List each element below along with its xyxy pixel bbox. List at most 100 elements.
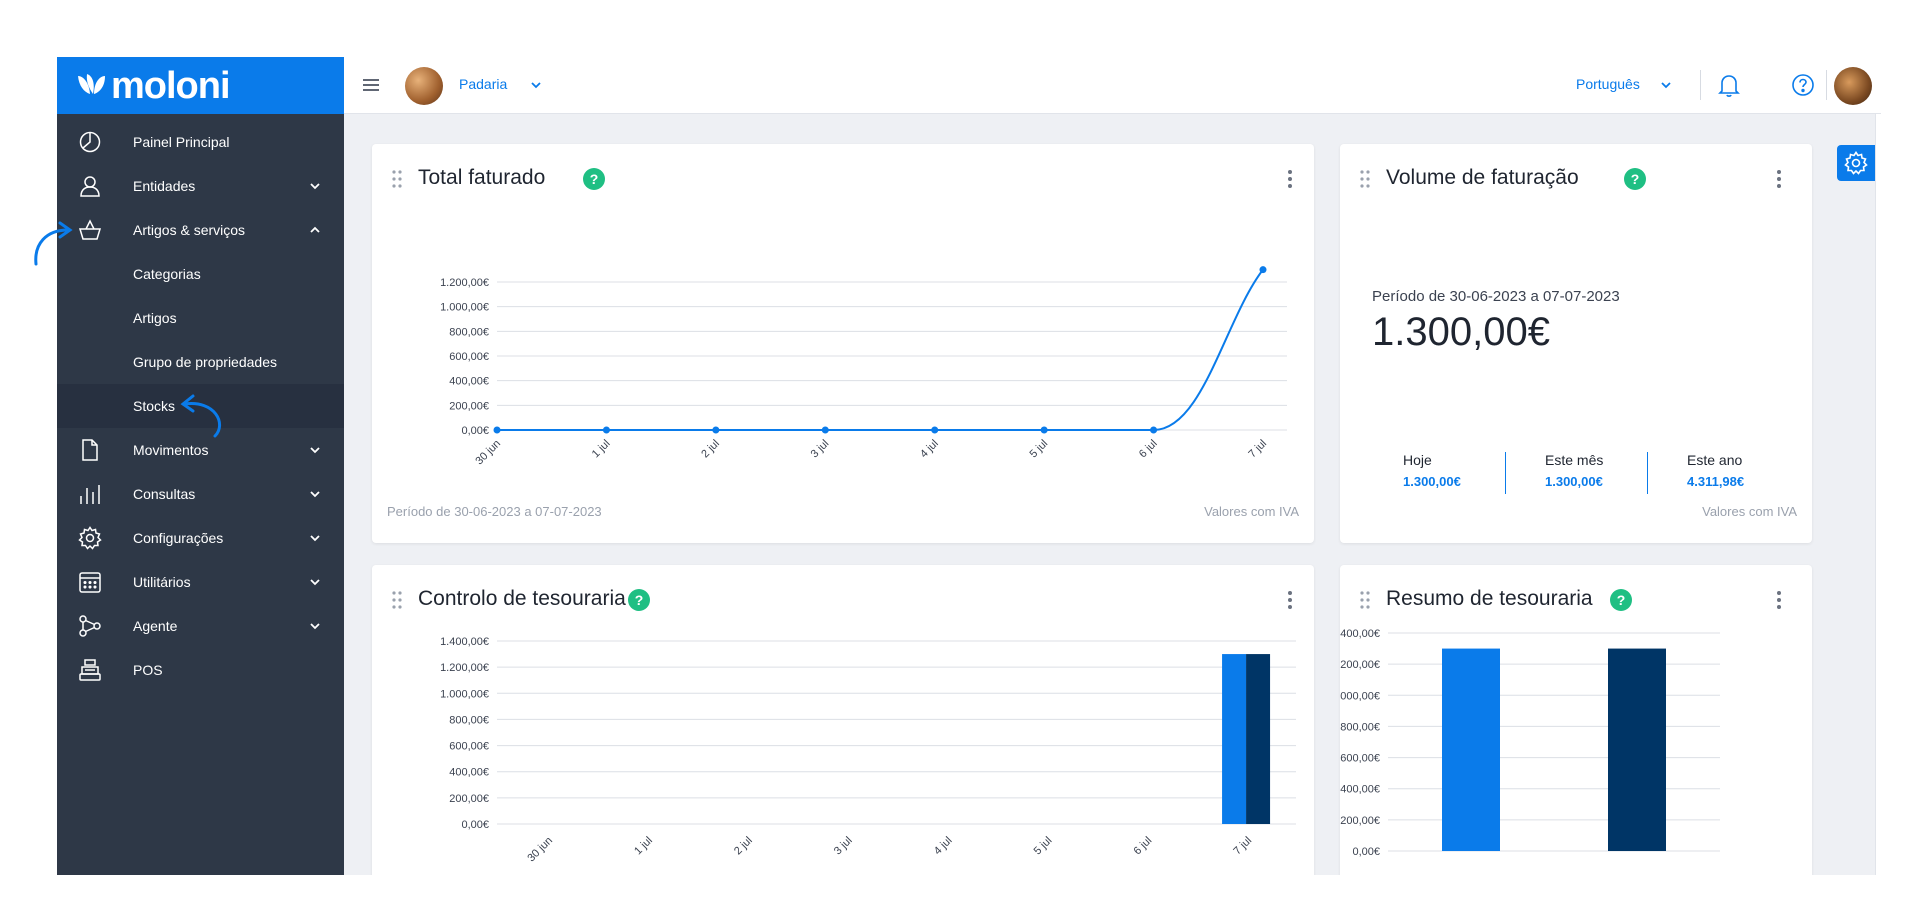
data-point — [712, 426, 720, 434]
stat-este-mes: Este mês 1.300,00€ — [1545, 452, 1685, 489]
card-controlo-tesouraria: Controlo de tesouraria ? 0,00€ 200,00€ 400… — [372, 565, 1314, 875]
app-frame: moloni Painel Principal Entidades Artigo… — [57, 57, 1881, 875]
x-tick-label: 4 jul — [932, 835, 955, 858]
kebab-icon[interactable] — [1776, 168, 1782, 190]
y-tick-label: 1.400,00€ — [1340, 628, 1380, 640]
x-tick-label: 7 jul — [1246, 438, 1269, 461]
chevron-down-icon — [310, 183, 320, 190]
sidebar-item-utilitarios[interactable]: Utilitários — [57, 560, 344, 604]
y-tick-label: 0,00€ — [461, 425, 489, 437]
y-tick-label: 0,00€ — [1352, 846, 1380, 858]
bar-chart-icon — [80, 485, 100, 504]
x-tick-label: 3 jul — [832, 835, 855, 858]
x-tick-label: 1 jul — [590, 438, 613, 461]
line-chart: 0,00€ 200,00€ 400,00€ 600,00€ 800,00€ 1.000,0… — [440, 266, 1287, 468]
bar — [1222, 654, 1247, 824]
x-tick-label: 30 jun — [525, 835, 555, 865]
chevron-down-icon — [310, 623, 320, 630]
annotation-arrow-icon — [34, 221, 73, 266]
sidebar-item-label: Agente — [133, 618, 178, 634]
stat-label: Hoje — [1403, 452, 1432, 468]
period-label: Período de 30-06-2023 a 07-07-2023 — [387, 504, 602, 519]
sidebar-item-artigos-servicos[interactable]: Artigos & serviços — [57, 208, 344, 252]
header-divider — [1826, 70, 1827, 100]
user-avatar[interactable] — [1834, 67, 1872, 105]
x-tick-label: 5 jul — [1032, 835, 1055, 858]
sidebar-item-consultas[interactable]: Consultas — [57, 472, 344, 516]
y-tick-label: 600,00€ — [449, 351, 489, 363]
data-point — [1040, 426, 1048, 434]
help-badge-icon[interactable]: ? — [1624, 168, 1646, 190]
kebab-icon[interactable] — [1287, 589, 1293, 611]
x-tick-label: 6 jul — [1137, 438, 1160, 461]
stat-label: Este ano — [1687, 452, 1743, 468]
drag-handle-icon[interactable] — [1360, 170, 1370, 188]
help-badge-icon[interactable]: ? — [628, 589, 650, 611]
company-selector[interactable]: Padaria — [459, 76, 508, 92]
y-tick-label: 400,00€ — [449, 767, 489, 779]
data-point — [493, 426, 501, 434]
series-line — [497, 269, 1264, 431]
sidebar-item-painel-principal[interactable]: Painel Principal — [57, 120, 344, 164]
sidebar-item-label: POS — [133, 662, 163, 678]
kebab-icon[interactable] — [1776, 589, 1782, 611]
y-tick-label: 600,00€ — [449, 741, 489, 753]
chevron-down-icon — [310, 447, 320, 454]
sidebar-item-pos[interactable]: POS — [57, 648, 344, 692]
data-point — [821, 426, 829, 434]
menu-icon[interactable] — [362, 77, 380, 93]
bar — [1608, 648, 1666, 851]
x-tick-label: 2 jul — [732, 835, 755, 858]
data-point — [602, 426, 610, 434]
sidebar-subitem-grupo-propriedades[interactable]: Grupo de propriedades — [57, 340, 344, 384]
card-title: Controlo de tesouraria — [418, 587, 626, 610]
y-tick-label: 200,00€ — [449, 793, 489, 805]
card-total-faturado: Total faturado ? 0,00€ 200,00€ 400,00€ 600,… — [372, 144, 1314, 543]
bar — [1246, 654, 1271, 824]
drag-handle-icon[interactable] — [392, 170, 402, 188]
user-icon — [80, 176, 100, 197]
dashboard-settings-button[interactable] — [1837, 145, 1875, 181]
sidebar-item-agente[interactable]: Agente — [57, 604, 344, 648]
x-tick-label: 30 jun — [473, 438, 503, 468]
drag-handle-icon[interactable] — [1360, 591, 1370, 609]
annotation-arrow-icon — [180, 394, 222, 438]
y-tick-label: 1.200,00€ — [440, 662, 489, 674]
stat-divider — [1647, 452, 1648, 494]
language-selector[interactable]: Português — [1576, 76, 1640, 92]
data-point — [1150, 426, 1158, 434]
bar-chart: 0,00€ 200,00€ 400,00€ 600,00€ 800,00€ 1.000,0… — [1340, 628, 1720, 858]
x-tick-label: 7 jul — [1231, 835, 1254, 858]
sidebar-item-label: Configurações — [133, 530, 224, 546]
bell-icon[interactable] — [1717, 72, 1741, 98]
help-icon[interactable] — [1791, 73, 1815, 97]
y-tick-label: 200,00€ — [1340, 815, 1380, 827]
basket-icon — [78, 219, 102, 240]
y-tick-label: 1.200,00€ — [1340, 659, 1380, 671]
chevron-down-icon[interactable] — [1660, 79, 1672, 91]
chevron-down-icon — [310, 535, 320, 542]
help-badge-icon[interactable]: ? — [583, 168, 605, 190]
sidebar-subitem-artigos[interactable]: Artigos — [57, 296, 344, 340]
sidebar-item-configuracoes[interactable]: Configurações — [57, 516, 344, 560]
company-avatar[interactable] — [405, 67, 443, 105]
sidebar-subitem-categorias[interactable]: Categorias — [57, 252, 344, 296]
x-tick-label: 6 jul — [1132, 835, 1155, 858]
chevron-down-icon[interactable] — [530, 79, 542, 91]
kebab-icon[interactable] — [1287, 168, 1293, 190]
logo-text: moloni — [111, 64, 231, 107]
y-tick-label: 200,00€ — [449, 400, 489, 412]
cash-register-icon — [79, 659, 101, 681]
help-badge-icon[interactable]: ? — [1610, 589, 1632, 611]
logo[interactable]: moloni — [57, 57, 344, 114]
sidebar-subitem-label: Stocks — [133, 398, 176, 414]
card-title: Resumo de tesouraria — [1386, 587, 1593, 610]
vat-note: Valores com IVA — [1702, 504, 1797, 519]
stat-este-ano: Este ano 4.311,98€ — [1687, 452, 1812, 489]
sidebar-item-movimentos[interactable]: Movimentos — [57, 428, 344, 472]
sidebar-item-entidades[interactable]: Entidades — [57, 164, 344, 208]
drag-handle-icon[interactable] — [392, 591, 402, 609]
y-tick-label: 1.000,00€ — [440, 302, 489, 314]
chevron-down-icon — [310, 491, 320, 498]
moloni-leaf-icon — [78, 73, 105, 94]
